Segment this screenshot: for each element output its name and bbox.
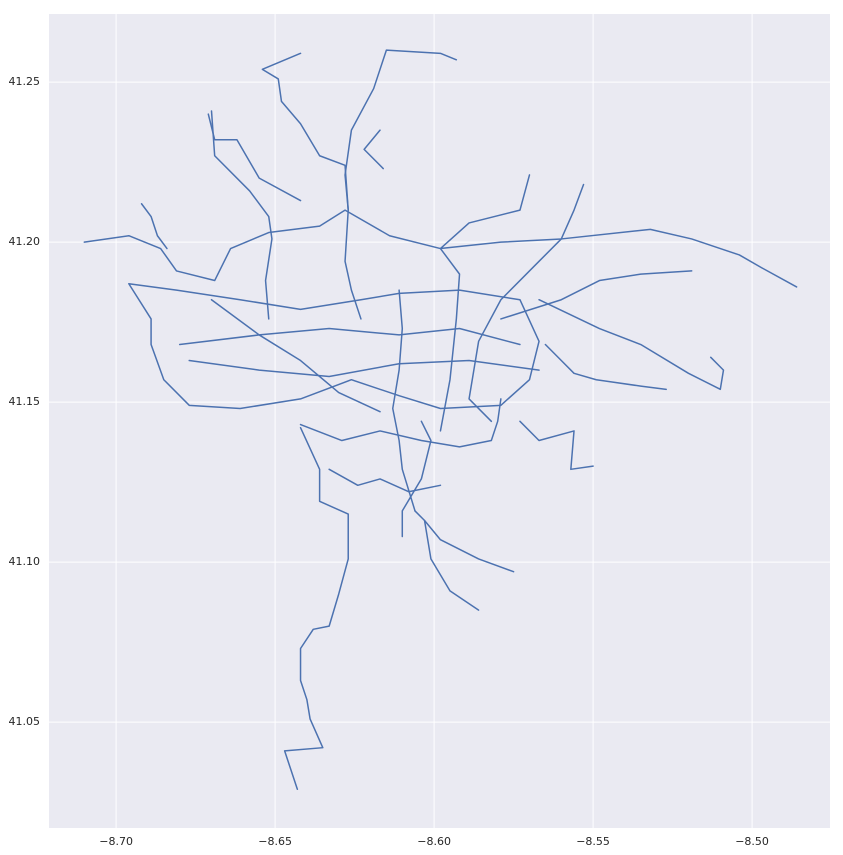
trajectory	[519, 420, 594, 471]
trajectory	[210, 298, 381, 413]
trajectory	[544, 343, 667, 391]
trajectory	[538, 298, 725, 391]
y-tick-label: 41.05	[9, 715, 41, 728]
y-tick-label: 41.25	[9, 75, 41, 88]
trajectory	[328, 468, 442, 493]
trajectory	[363, 129, 384, 170]
trajectory	[392, 289, 416, 512]
trajectory	[140, 202, 168, 250]
x-tick-label: −8.70	[99, 835, 133, 848]
trajectory	[283, 426, 349, 791]
trajectory	[83, 209, 798, 288]
trajectory	[439, 174, 531, 432]
trajectory	[414, 510, 515, 573]
trajectory	[344, 49, 458, 211]
trajectory	[468, 183, 585, 423]
trajectory	[299, 398, 502, 448]
trajectory	[178, 327, 521, 346]
x-tick-label: −8.60	[417, 835, 451, 848]
trajectory	[210, 110, 273, 320]
trajectory	[188, 359, 540, 378]
plot-area	[49, 14, 830, 828]
y-tick-label: 41.10	[9, 555, 41, 568]
x-tick-label: −8.55	[576, 835, 610, 848]
trajectory	[207, 113, 302, 202]
y-tick-label: 41.15	[9, 395, 41, 408]
y-tick-label: 41.20	[9, 235, 41, 248]
trajectory	[261, 52, 362, 320]
trajectory	[128, 282, 540, 410]
x-tick-label: −8.50	[735, 835, 769, 848]
trajectory	[401, 420, 432, 538]
trajectory	[423, 519, 480, 611]
trajectory	[500, 270, 693, 320]
x-tick-label: −8.65	[258, 835, 292, 848]
